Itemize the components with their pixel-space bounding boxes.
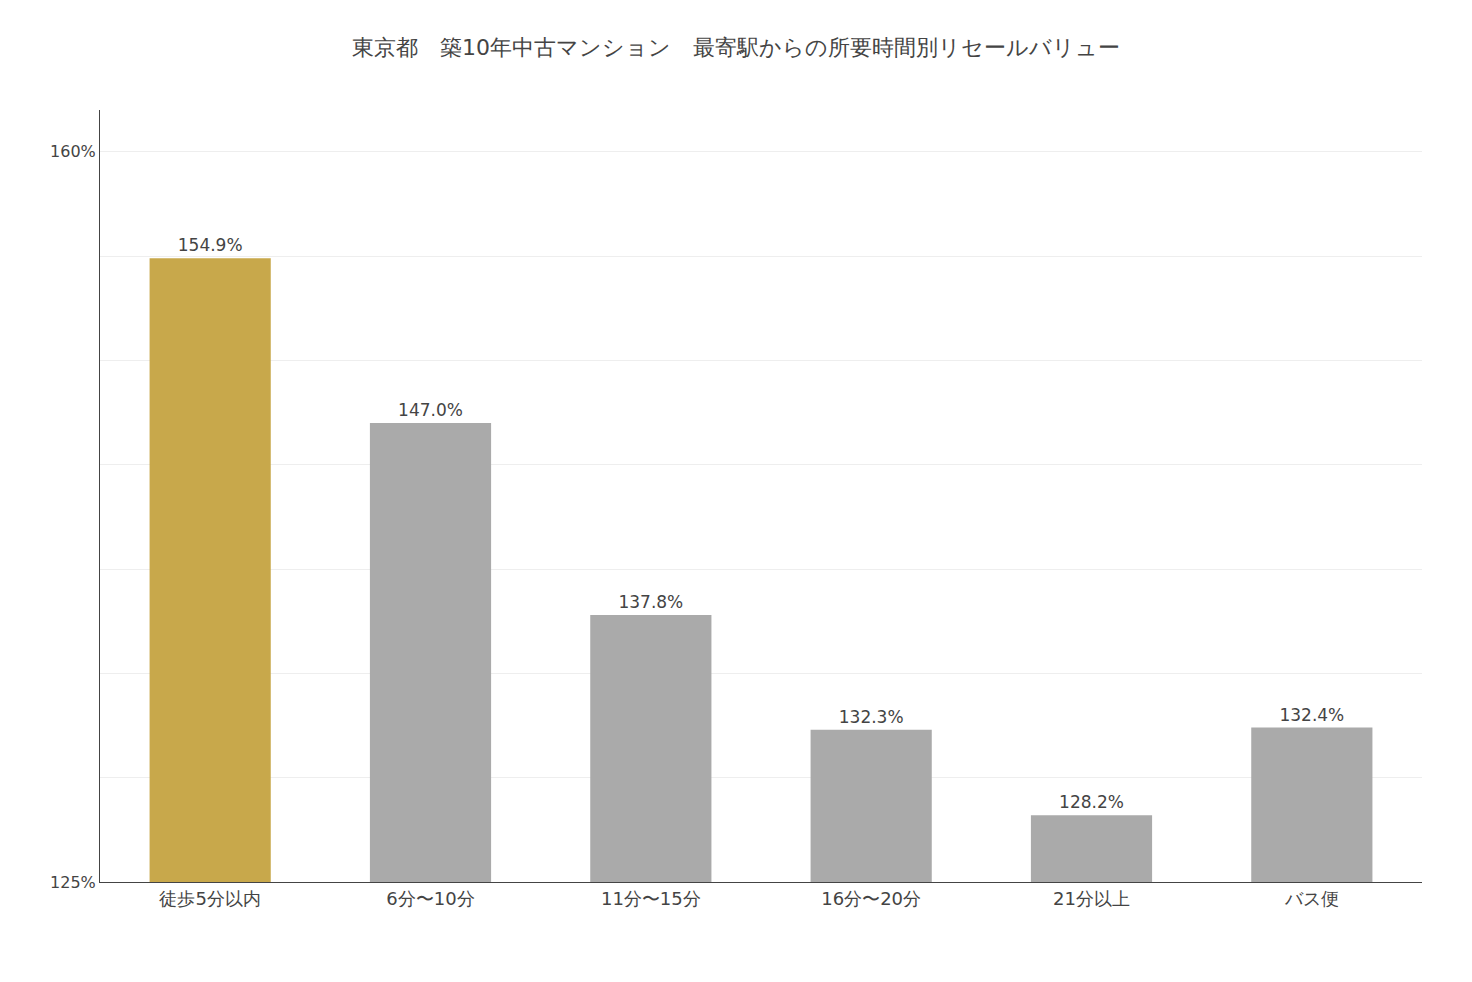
svg-text:徒歩5分以内: 徒歩5分以内	[159, 888, 260, 909]
svg-text:154.9%: 154.9%	[178, 235, 243, 255]
svg-text:137.8%: 137.8%	[618, 592, 683, 612]
svg-text:132.4%: 132.4%	[1279, 705, 1344, 725]
svg-text:21分以上: 21分以上	[1053, 888, 1130, 909]
svg-text:125%: 125%	[50, 873, 96, 892]
svg-text:147.0%: 147.0%	[398, 400, 463, 420]
svg-text:160%: 160%	[50, 142, 96, 161]
svg-text:11分〜15分: 11分〜15分	[601, 888, 701, 909]
svg-text:16分〜20分: 16分〜20分	[821, 888, 921, 909]
svg-text:東京都 築10年中古マンション 最寄駅からの所要時間別リセー: 東京都 築10年中古マンション 最寄駅からの所要時間別リセールバリュー	[352, 35, 1120, 60]
svg-text:バス便: バス便	[1284, 888, 1339, 909]
svg-text:132.3%: 132.3%	[839, 707, 904, 727]
svg-text:6分〜10分: 6分〜10分	[386, 888, 474, 909]
svg-text:128.2%: 128.2%	[1059, 792, 1124, 812]
